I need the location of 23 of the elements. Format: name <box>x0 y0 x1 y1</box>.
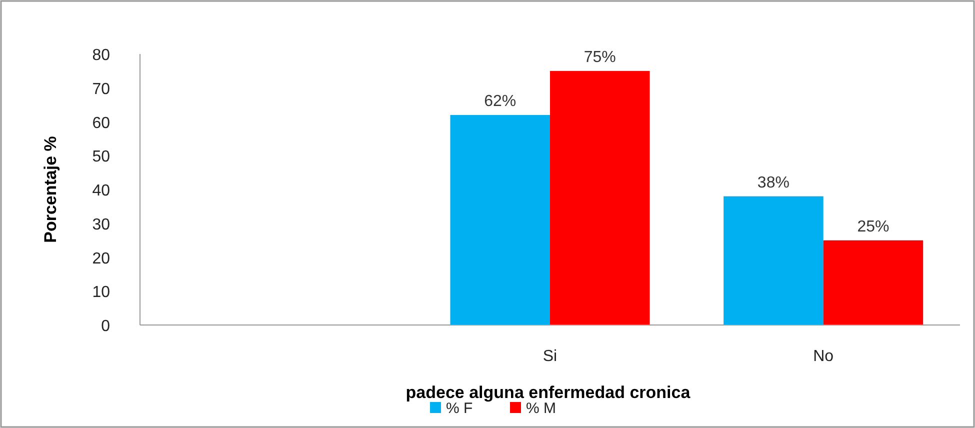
y-axis-title: Porcentaje % <box>41 136 60 243</box>
bar <box>724 196 824 325</box>
x-tick-label: No <box>813 348 834 365</box>
x-axis-title: padece alguna enfermedad cronica <box>406 383 691 402</box>
y-tick-label: 50 <box>92 148 110 166</box>
y-tick-label: 60 <box>92 114 110 132</box>
y-tick-label: 70 <box>92 80 110 98</box>
bar <box>550 70 650 325</box>
data-label: 25% <box>857 218 890 236</box>
y-tick-label: 40 <box>92 182 110 200</box>
y-tick-label: 30 <box>92 216 110 234</box>
y-tick-label: 0 <box>101 318 110 335</box>
bar <box>823 240 924 325</box>
y-tick-label: 20 <box>92 250 110 268</box>
x-tick-label: Si <box>542 348 558 365</box>
y-tick-label: 10 <box>92 284 110 302</box>
y-tick-label: 80 <box>92 47 110 64</box>
data-label: 75% <box>584 48 616 66</box>
legend-label: % M <box>526 400 556 417</box>
legend-label: % F <box>446 400 473 417</box>
data-label: 38% <box>757 174 790 192</box>
data-label: 62% <box>484 92 516 110</box>
bar <box>450 114 550 325</box>
